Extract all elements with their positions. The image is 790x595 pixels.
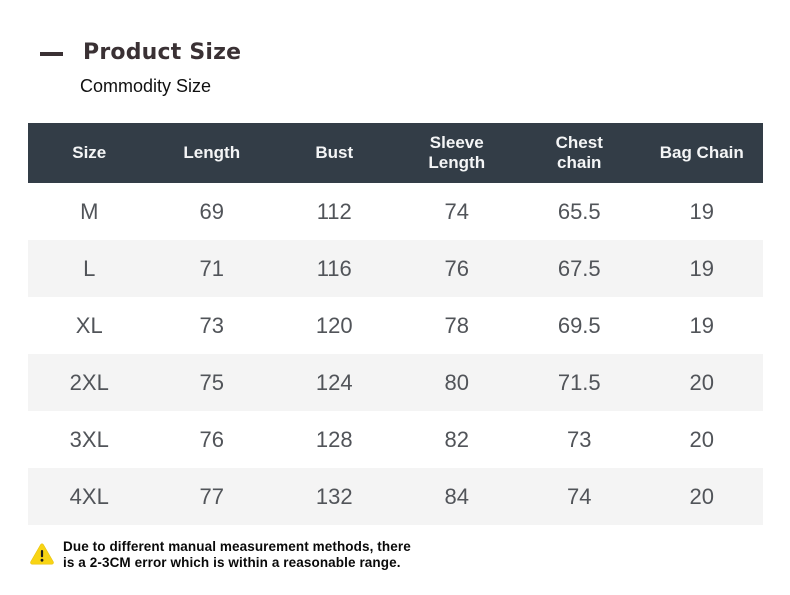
cell-size: 2XL — [69, 369, 109, 395]
cell-size: M — [80, 198, 99, 224]
size-table: Size Length Bust Sleeve Length Chest cha… — [28, 123, 763, 525]
cell-chest-chain: 69.5 — [557, 312, 601, 338]
cell-length: 75 — [199, 369, 224, 395]
cell-bag-chain: 19 — [689, 255, 714, 281]
cell-bag-chain: 19 — [689, 312, 714, 338]
table-row-2xl: 2XL 75 124 80 71.5 20 — [28, 354, 763, 411]
cell-sleeve-length: 74 — [444, 198, 469, 224]
note-text: Due to different manual measurement meth… — [63, 539, 411, 572]
cell-bust: 116 — [316, 255, 352, 281]
cell-chest-chain: 73 — [567, 426, 592, 452]
section-title-row: Product Size — [40, 40, 241, 65]
note-line-1: Due to different manual measurement meth… — [63, 539, 411, 554]
column-header-bust: Bust — [315, 142, 354, 162]
measurement-note: Due to different manual measurement meth… — [30, 539, 411, 572]
cell-bust: 120 — [315, 312, 353, 338]
cell-chest-chain: 74 — [567, 483, 592, 509]
title-dash-icon — [40, 52, 63, 56]
cell-length: 76 — [199, 426, 224, 452]
cell-size: 4XL — [69, 483, 109, 509]
page-title: Product Size — [83, 40, 242, 65]
page-subtitle: Commodity Size — [80, 76, 212, 96]
table-header-row: Size Length Bust Sleeve Length Chest cha… — [28, 123, 763, 183]
column-header-size: Size — [72, 142, 107, 162]
cell-sleeve-length: 80 — [444, 369, 469, 395]
cell-sleeve-length: 84 — [444, 483, 469, 509]
column-header-chest-chain: Chest chain — [555, 132, 603, 172]
note-line-2: is a 2-3CM error which is within a reaso… — [63, 555, 401, 571]
cell-bust: 132 — [315, 483, 353, 509]
cell-bag-chain: 20 — [689, 369, 714, 395]
cell-bag-chain: 20 — [689, 426, 714, 452]
cell-chest-chain: 65.5 — [557, 198, 601, 224]
cell-size: L — [83, 255, 96, 281]
cell-bag-chain: 20 — [689, 483, 714, 509]
cell-bag-chain: 19 — [689, 198, 714, 224]
column-header-sleeve-length: Sleeve Length — [428, 132, 486, 172]
cell-length: 77 — [199, 483, 224, 509]
cell-sleeve-length: 76 — [444, 255, 469, 281]
cell-length: 71 — [199, 255, 224, 281]
cell-length: 73 — [199, 312, 224, 338]
cell-bust: 112 — [316, 198, 352, 224]
column-header-length: Length — [183, 142, 241, 162]
cell-sleeve-length: 82 — [444, 426, 469, 452]
cell-chest-chain: 67.5 — [557, 255, 601, 281]
column-header-bag-chain: Bag Chain — [659, 142, 744, 162]
cell-sleeve-length: 78 — [444, 312, 469, 338]
cell-size: 3XL — [69, 426, 109, 452]
table-row-3xl: 3XL 76 128 82 73 20 — [28, 411, 763, 468]
table-row-l: L 71 116 76 67.5 19 — [28, 240, 763, 297]
table-row-m: M 69 112 74 65.5 19 — [28, 183, 763, 240]
cell-bust: 128 — [315, 426, 353, 452]
warning-triangle-icon — [30, 543, 54, 565]
cell-size: XL — [75, 312, 103, 338]
cell-length: 69 — [199, 198, 224, 224]
table-row-4xl: 4XL 77 132 84 74 20 — [28, 468, 763, 525]
cell-bust: 124 — [315, 369, 353, 395]
table-row-xl: XL 73 120 78 69.5 19 — [28, 297, 763, 354]
cell-chest-chain: 71.5 — [557, 369, 601, 395]
